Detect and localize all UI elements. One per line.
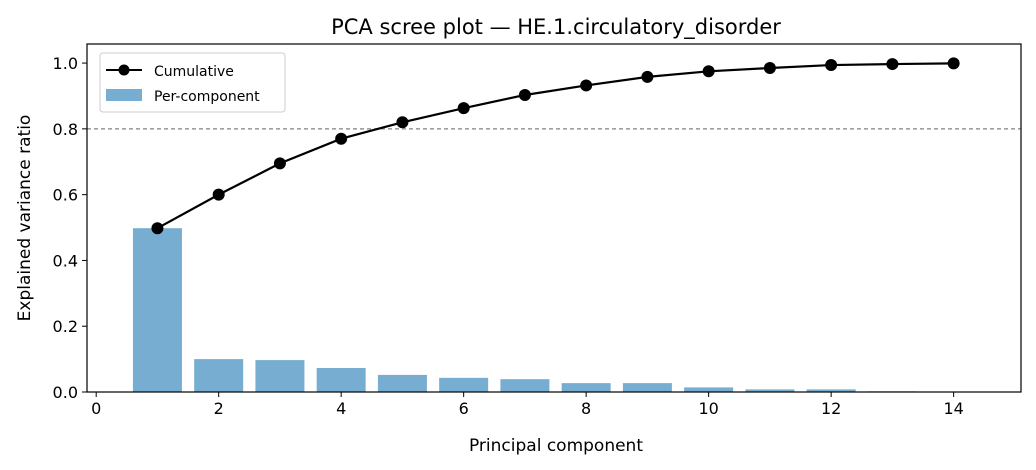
cumulative-point-7 (518, 88, 531, 101)
cumulative-point-14 (947, 57, 960, 70)
x-tick-label: 10 (698, 399, 718, 418)
cumulative-point-6 (457, 102, 470, 115)
x-tick-label: 12 (821, 399, 841, 418)
cumulative-point-1 (151, 222, 164, 235)
bar-pc-9 (622, 383, 672, 392)
bar-pc-3 (255, 360, 305, 392)
bar-pc-4 (316, 367, 366, 392)
bar-pc-8 (561, 383, 611, 392)
cumulative-point-10 (702, 65, 715, 78)
x-tick-label: 0 (91, 399, 101, 418)
bar-pc-11 (745, 389, 795, 392)
bar-pc-1 (132, 228, 182, 392)
bar-pc-7 (500, 379, 550, 392)
cumulative-point-4 (335, 132, 348, 145)
bar-pc-2 (194, 359, 244, 392)
y-axis-label: Explained variance ratio (15, 115, 35, 322)
legend-marker-cumulative (118, 64, 130, 76)
y-tick-label: 0.4 (53, 251, 78, 270)
y-tick-label: 0.0 (53, 383, 78, 402)
y-tick-label: 0.2 (53, 317, 78, 336)
y-tick-label: 1.0 (53, 54, 78, 73)
bar-pc-5 (377, 374, 427, 392)
plot-frame (86, 43, 1022, 393)
legend: Cumulative Per-component (99, 52, 286, 113)
cumulative-point-5 (396, 116, 409, 129)
legend-swatch-per-component (106, 89, 142, 101)
legend-label-per-component: Per-component (154, 89, 260, 105)
x-tick-label: 8 (581, 399, 591, 418)
x-tick-label: 6 (459, 399, 469, 418)
legend-label-cumulative: Cumulative (154, 64, 234, 80)
cumulative-line (156, 62, 954, 230)
cumulative-point-11 (763, 62, 776, 75)
bar-pc-10 (684, 387, 734, 392)
cumulative-point-9 (641, 70, 654, 83)
x-tick-label: 2 (214, 399, 224, 418)
cumulative-point-3 (273, 157, 286, 170)
x-tick-label: 14 (943, 399, 963, 418)
cumulative-point-2 (212, 188, 225, 201)
cumulative-point-13 (886, 58, 899, 71)
x-axis-label: Principal component (469, 436, 643, 456)
chart-title: PCA scree plot — HE.1.circulatory_disord… (331, 15, 781, 40)
x-tick-label: 4 (336, 399, 346, 418)
y-tick-label: 0.8 (53, 120, 78, 139)
cumulative-point-8 (580, 79, 593, 92)
bar-pc-12 (806, 389, 856, 392)
cumulative-point-12 (825, 59, 838, 72)
y-tick-label: 0.6 (53, 186, 78, 205)
bar-pc-6 (439, 377, 489, 392)
